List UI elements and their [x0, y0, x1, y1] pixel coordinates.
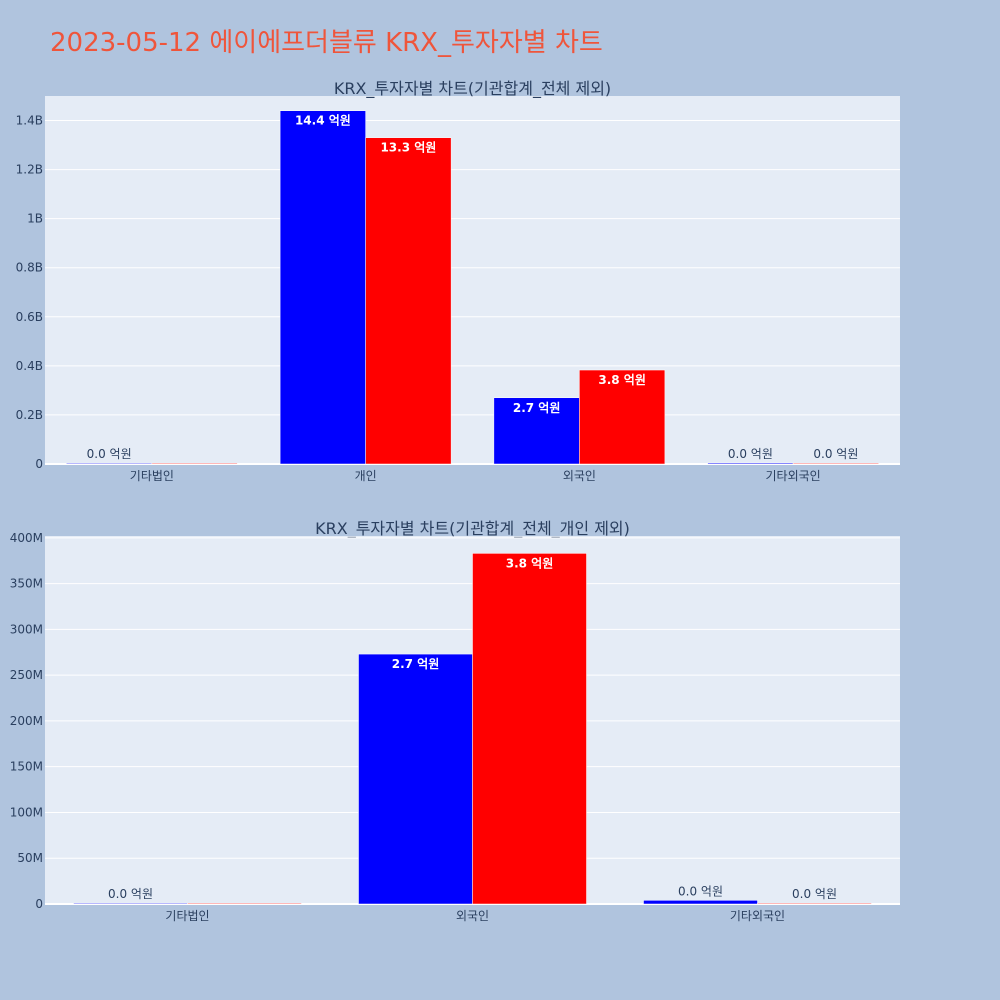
bar [707, 462, 794, 465]
data-label: 0.0 억원 [792, 887, 837, 901]
y-tick-label: 300M [10, 622, 43, 636]
bar [493, 397, 580, 465]
x-tick-label: 기타외국인 [766, 469, 821, 483]
y-tick-label: 350M [10, 577, 43, 591]
data-label: 3.8 억원 [598, 373, 646, 387]
bar [365, 137, 452, 465]
data-label: 0.0 억원 [678, 884, 723, 898]
bar-chart-top: KRX_투자자별 차트(기관합계_전체 제외) 0 0.2B 0.4B 0.6B 0.8B… [16, 79, 900, 483]
y-tick-label: 400M [10, 531, 43, 545]
data-label: 0.0 억원 [87, 447, 132, 461]
y-tick-label: 0.4B [16, 359, 43, 373]
data-label: 0.0 억원 [728, 447, 773, 461]
bar [757, 902, 872, 905]
x-tick-label: 기타법인 [165, 909, 209, 923]
chart-title: KRX_투자자별 차트(기관합계_전체_개인 제외) [315, 519, 630, 539]
data-label: 3.8 억원 [506, 556, 554, 570]
data-label: 13.3 억원 [380, 141, 436, 155]
bar [472, 553, 587, 905]
y-tick-label: 1.4B [16, 114, 43, 128]
bar [792, 462, 879, 465]
y-tick-label: 0 [35, 457, 43, 471]
y-tick-label: 1.2B [16, 163, 43, 177]
y-tick-label: 150M [10, 760, 43, 774]
x-tick-label: 외국인 [456, 909, 489, 923]
y-tick-label: 0.2B [16, 408, 43, 422]
bar [579, 369, 666, 465]
plot-area [45, 96, 900, 464]
bar [643, 900, 758, 905]
bar [66, 462, 153, 465]
chart-title: KRX_투자자별 차트(기관합계_전체 제외) [334, 79, 611, 99]
y-tick-label: 200M [10, 714, 43, 728]
x-tick-label: 기타외국인 [730, 909, 785, 923]
x-tick-label: 외국인 [563, 469, 596, 483]
y-tick-label: 100M [10, 805, 43, 819]
y-tick-label: 0.6B [16, 310, 43, 324]
y-tick-label: 0 [35, 897, 43, 911]
page-title: 2023-05-12 에이에프더블류 KRX_투자자별 차트 [50, 28, 603, 58]
y-tick-label: 0.8B [16, 261, 43, 275]
bar-chart-bottom: KRX_투자자별 차트(기관합계_전체_개인 제외) 0 50M 100M 150M 20… [10, 519, 900, 923]
data-label: 14.4 억원 [295, 114, 351, 128]
bar [187, 902, 302, 905]
y-tick-label: 250M [10, 668, 43, 682]
data-label: 0.0 억원 [813, 447, 858, 461]
data-label: 0.0 억원 [108, 887, 153, 901]
x-tick-label: 기타법인 [130, 469, 174, 483]
bar [151, 462, 238, 465]
data-label: 2.7 억원 [392, 657, 440, 671]
bar [358, 653, 473, 905]
bar [279, 110, 366, 465]
bar [73, 902, 188, 905]
y-tick-label: 50M [17, 851, 43, 865]
data-label: 2.7 억원 [513, 401, 561, 415]
y-tick-label: 1B [27, 212, 43, 226]
x-tick-label: 개인 [355, 469, 377, 483]
